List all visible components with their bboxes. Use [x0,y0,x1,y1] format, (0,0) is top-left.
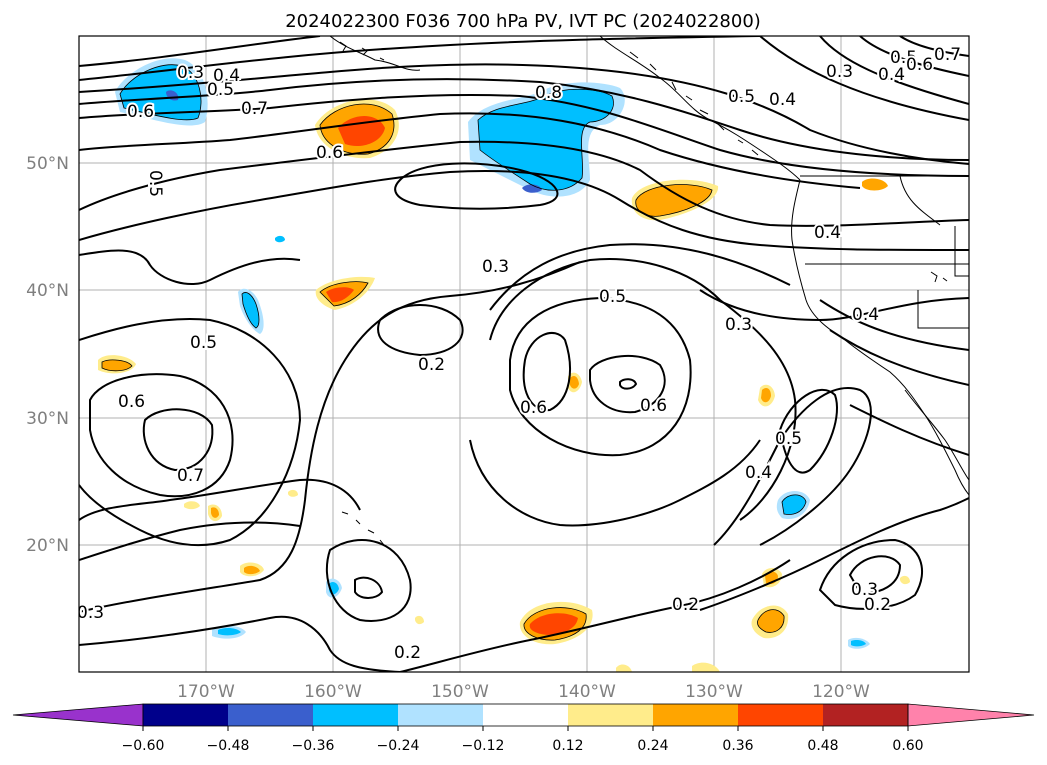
colorbar-tick-label: −0.36 [292,738,335,754]
colorbar-segment [653,704,738,726]
contour-label: 0.7 [241,99,268,119]
contour-label: 0.3 [851,580,878,600]
contour-label: 0.4 [213,66,240,86]
contour-label: 0.3 [826,62,853,82]
colorbar-segment [143,704,228,726]
contour-label: 0.4 [878,65,905,85]
contour-label: 0.5 [775,429,802,449]
contour-label: 0.7 [177,466,204,486]
contour-label: 0.2 [418,355,445,375]
contour-label: 0.6 [316,143,343,163]
contour-label: 0.5 [890,48,917,68]
lat-label: 30°N [26,409,69,429]
contour-label: 0.6 [640,396,667,416]
pv-contours [79,36,969,672]
lat-label: 40°N [26,281,69,301]
contour-label: 0.3 [725,315,752,335]
contour-label: 0.5 [207,80,234,100]
contour-label: 0.8 [535,83,562,103]
colorbar-tick-label: −0.48 [207,738,250,754]
colorbar-extend-low [12,703,144,727]
contour-label: 0.6 [520,398,547,418]
lon-label: 130°W [685,682,743,702]
contour-label: 0.7 [934,45,961,65]
colorbar-segment [483,704,568,726]
colorbar-segment [228,704,313,726]
contour-label: 0.5 [190,333,217,353]
contour-labels: 0.3 0.4 0.5 0.6 0.7 0.8 0.5 0.4 0.3 0.4 … [77,43,963,665]
map-title: 2024022300 F036 700 hPa PV, IVT PC (2024… [285,11,761,32]
contour-label: 0.4 [814,223,841,243]
colorbar-segment [738,704,823,726]
lon-label: 120°W [812,682,870,702]
contour-label: 0.4 [769,90,796,110]
map-panel: 0.3 0.4 0.5 0.6 0.7 0.8 0.5 0.4 0.3 0.4 … [77,35,970,673]
colorbar-segment [823,704,908,726]
contour-label: 0.2 [864,595,891,615]
lon-label: 170°W [177,682,235,702]
lon-label: 150°W [431,682,489,702]
contour-label: 0.5 [599,287,626,307]
colorbar-segment [568,704,653,726]
colorbar-frame [142,703,909,727]
lon-label: 160°W [304,682,362,702]
colorbar-segment [398,704,483,726]
contour-label: 0.3 [77,603,104,623]
contour-label: 0.4 [852,305,879,325]
contour-label: 0.6 [127,102,154,122]
contour-label: 0.5 [728,87,755,107]
contour-label: 0.4 [745,463,772,483]
colorbar-tick-label: 0.60 [892,738,923,754]
lat-label: 50°N [26,154,69,174]
colorbar-tick-label: −0.60 [122,738,165,754]
colorbar-tick-label: −0.12 [462,738,505,754]
contour-label: 0.6 [118,392,145,412]
colorbar-tick-label: −0.24 [377,738,420,754]
shading-outlines [101,64,807,641]
contour-label: 0.3 [177,63,204,83]
contour-label: 0.2 [394,643,421,663]
lon-label: 140°W [558,682,616,702]
colorbar: −0.60 −0.48 −0.36 −0.24 −0.12 0.12 0.24 0.36 0.4… [12,703,1035,754]
map-frame [78,35,970,673]
contour-label: 0.6 [906,55,933,75]
colorbar-tick-label: 0.48 [807,738,838,754]
longitude-labels: 170°W 160°W 150°W 140°W 130°W 120°W [177,682,870,702]
colorbar-tick-label: 0.24 [637,738,668,754]
lat-label: 20°N [26,536,69,556]
contour-label: 0.2 [672,595,699,615]
latitude-labels: 50°N 40°N 30°N 20°N [26,154,69,556]
colorbar-segment [313,704,398,726]
colorbar-tick-label: 0.12 [552,738,583,754]
colorbar-extend-high [907,703,1035,727]
contour-label: 0.5 [145,170,165,197]
contour-label: 0.3 [482,257,509,277]
colorbar-tick-label: 0.36 [722,738,753,754]
